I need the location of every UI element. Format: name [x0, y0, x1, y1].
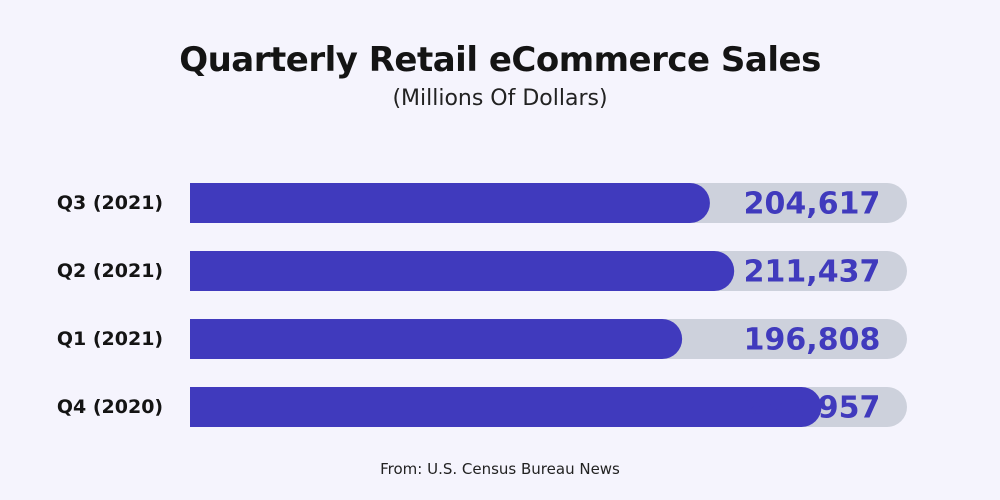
category-label: Q4 (2020): [57, 396, 163, 418]
bar: [190, 387, 822, 427]
bar: [190, 319, 683, 359]
value-label: 196,808: [744, 323, 881, 358]
bar-row: Q4 (2020) 235,957: [57, 387, 907, 427]
value-label: 204,617: [744, 187, 881, 222]
value-label: 211,437: [744, 255, 881, 290]
category-label: Q1 (2021): [57, 328, 163, 350]
bar: [190, 183, 710, 223]
bar-row: Q2 (2021) 211,437: [57, 251, 907, 291]
category-label: Q2 (2021): [57, 260, 163, 282]
value-label: 235,957: [744, 391, 881, 426]
chart-subtitle: (Millions Of Dollars): [392, 86, 608, 111]
source-note: From: U.S. Census Bureau News: [380, 460, 620, 478]
bar-row: Q1 (2021) 196,808: [57, 319, 907, 359]
chart-title: Quarterly Retail eCommerce Sales: [179, 40, 821, 80]
category-label: Q3 (2021): [57, 192, 163, 214]
bar: [190, 251, 735, 291]
bar-row: Q3 (2021) 204,617: [57, 183, 907, 223]
